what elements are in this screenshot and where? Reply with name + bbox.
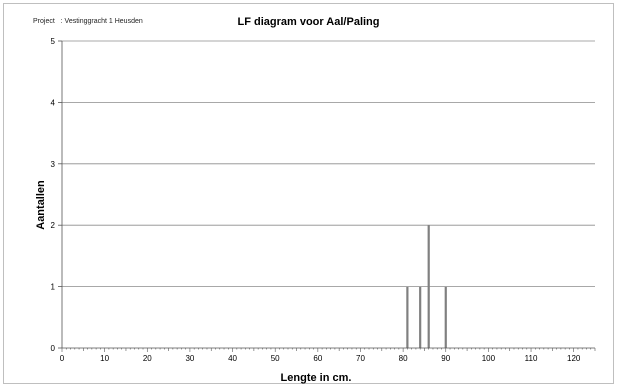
x-tick-label: 30 (185, 354, 194, 363)
chart-frame (3, 3, 614, 384)
x-tick-label: 40 (228, 354, 237, 363)
y-tick-label: 0 (51, 344, 56, 353)
chart-title: LF diagram voor Aal/Paling (237, 16, 380, 28)
data-bar (427, 225, 430, 348)
x-tick-label: 90 (441, 354, 450, 363)
grid-layer (62, 40, 595, 288)
x-tick-label: 110 (525, 354, 538, 363)
x-tick-label: 80 (399, 354, 408, 363)
y-tick-label: 2 (51, 221, 56, 230)
data-bar (444, 286, 447, 348)
y-tick-label: 1 (51, 283, 56, 292)
data-bar (406, 286, 409, 348)
project-info: Project : Vestinggracht 1 Heusden (33, 18, 143, 25)
x-tick-label: 70 (356, 354, 365, 363)
x-tick-label: 120 (567, 354, 581, 363)
project-label: Project (33, 18, 55, 25)
x-tick-label: 100 (482, 354, 496, 363)
x-tick-label: 60 (313, 354, 322, 363)
data-bar (419, 286, 422, 348)
project-value: : Vestinggracht 1 Heusden (60, 18, 143, 25)
x-tick-label: 0 (60, 354, 65, 363)
y-axis-label: Aantallen (35, 180, 47, 230)
x-tick-label: 20 (143, 354, 152, 363)
bars-layer (406, 225, 447, 348)
y-tick-label: 4 (51, 98, 56, 107)
x-tick-label: 50 (271, 354, 280, 363)
y-tick-label: 3 (51, 160, 56, 169)
x-axis-label: Lengte in cm. (281, 372, 352, 384)
y-tick-label: 5 (51, 37, 56, 46)
x-tick-label: 10 (100, 354, 109, 363)
